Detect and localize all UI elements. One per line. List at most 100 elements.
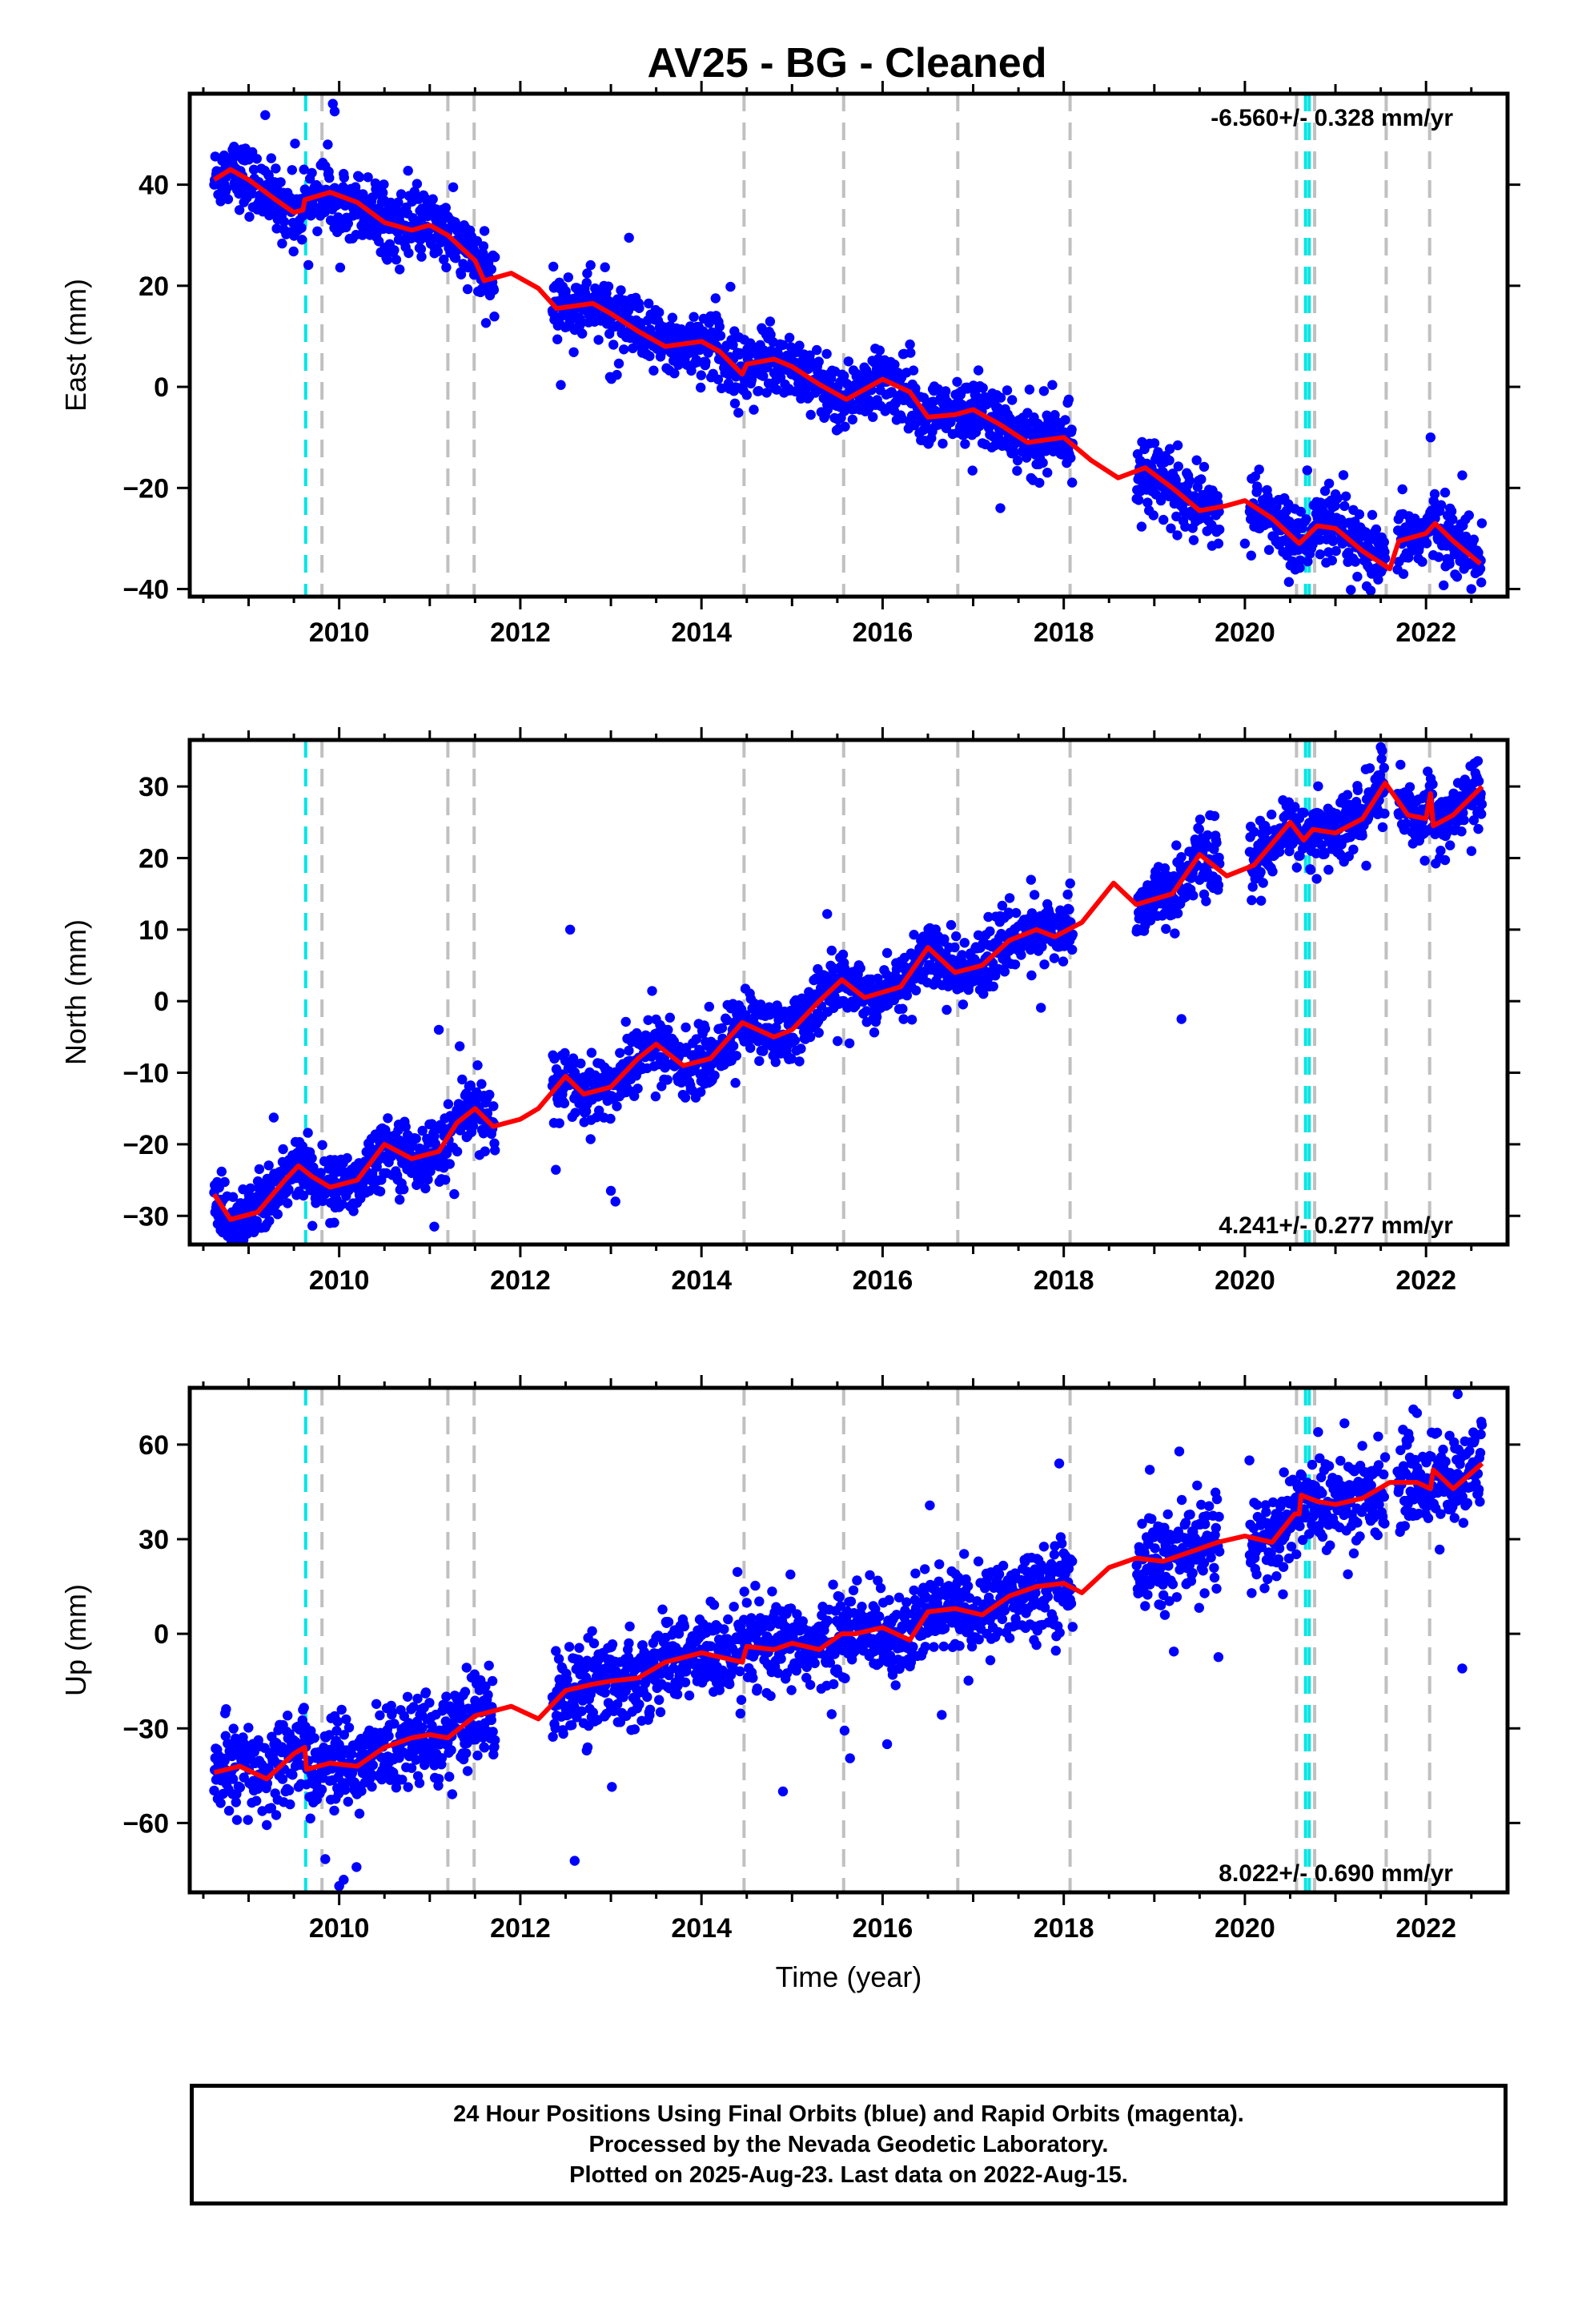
data-point (1447, 514, 1458, 525)
data-point-outlier (1375, 742, 1386, 753)
data-point (758, 371, 769, 381)
data-point (616, 285, 626, 296)
data-point (942, 1004, 952, 1015)
data-point (251, 1795, 262, 1806)
data-point-outlier (610, 1196, 620, 1207)
data-point (251, 154, 262, 164)
data-point (593, 335, 604, 345)
data-point (1064, 904, 1074, 915)
data-point (1165, 444, 1175, 454)
data-point (215, 196, 226, 207)
data-point (643, 1015, 653, 1026)
data-point (462, 283, 473, 295)
data-point (709, 1070, 720, 1081)
data-point-outlier (327, 99, 338, 109)
data-point (568, 347, 579, 357)
data-point (997, 900, 1008, 911)
data-point (1247, 895, 1257, 906)
data-point (1404, 782, 1415, 792)
panel-east: 2010 2012 2014 2016 2018 2020 2022−40−2002040E… (59, 81, 1520, 648)
data-point (559, 1098, 570, 1108)
data-point (312, 226, 323, 236)
data-point (307, 1153, 317, 1164)
data-point (696, 370, 706, 380)
data-point (789, 1035, 801, 1046)
data-point (1267, 866, 1278, 877)
data-point (753, 386, 764, 396)
data-point (339, 172, 349, 183)
data-point (348, 1206, 359, 1216)
model-line-north (211, 780, 1484, 1222)
data-point (959, 938, 970, 948)
data-point (1365, 585, 1376, 596)
data-point (794, 1056, 805, 1067)
data-point (717, 1023, 728, 1034)
data-point (730, 1078, 741, 1088)
data-point (1283, 577, 1295, 587)
data-point (468, 1120, 479, 1131)
data-point (905, 348, 916, 358)
data-point (1315, 497, 1326, 508)
frame-north (187, 738, 1510, 1247)
data-point (1323, 478, 1335, 489)
data-point (985, 926, 995, 937)
data-point (1066, 452, 1076, 463)
data-point (1011, 907, 1022, 919)
data-point (1026, 875, 1037, 885)
data-point (396, 189, 407, 199)
data-point-outlier (1425, 432, 1436, 443)
data-point (1166, 523, 1176, 533)
data-point (1153, 447, 1163, 457)
data-point (796, 1043, 806, 1054)
data-point (1307, 539, 1318, 550)
data-point (843, 356, 854, 367)
data-point (1445, 840, 1456, 850)
data-point (1134, 495, 1144, 505)
data-point (1004, 893, 1015, 903)
data-point (1446, 506, 1457, 517)
data-point (1395, 759, 1406, 770)
data-point (488, 284, 500, 296)
data-point (343, 1723, 355, 1733)
data-point (478, 241, 489, 251)
data-point (728, 1040, 739, 1051)
data-point (490, 251, 500, 263)
panel-north: 2010 2012 2014 2016 2018 2020 2022−30−20−10010… (59, 727, 1520, 1296)
data-point (624, 1045, 634, 1056)
data-point (701, 356, 711, 368)
data-point (399, 1184, 409, 1195)
data-point (839, 371, 849, 381)
data-point (563, 272, 573, 283)
data-point (268, 1112, 279, 1123)
data-point (669, 368, 680, 379)
y-tick-label: 10 (139, 915, 169, 946)
data-point (1267, 809, 1277, 820)
plot-area-up (209, 1388, 1488, 1892)
data-point (891, 964, 902, 975)
data-point (1060, 415, 1070, 425)
data-point (939, 934, 950, 944)
data-point (648, 365, 659, 376)
data-point (235, 1249, 244, 1259)
data-point (1038, 457, 1048, 468)
data-point (1361, 860, 1371, 871)
data-point (909, 930, 919, 940)
x-tick-label: 2018 (1034, 1265, 1094, 1296)
data-point (364, 1186, 375, 1196)
data-point (995, 392, 1006, 403)
data-point (770, 1057, 781, 1068)
data-point (287, 165, 297, 175)
data-point (287, 1770, 298, 1780)
data-point-outlier (1466, 584, 1476, 594)
data-point (329, 1805, 339, 1816)
data-point (1067, 944, 1078, 955)
data-point (1439, 580, 1449, 591)
data-point (283, 1785, 295, 1795)
data-point (1211, 838, 1222, 848)
data-point (283, 1198, 293, 1208)
data-point (1148, 510, 1159, 521)
data-point-outlier (624, 232, 634, 243)
x-tick-label: 2020 (1215, 1265, 1275, 1296)
data-point (1215, 525, 1225, 535)
data-point (1136, 521, 1147, 532)
